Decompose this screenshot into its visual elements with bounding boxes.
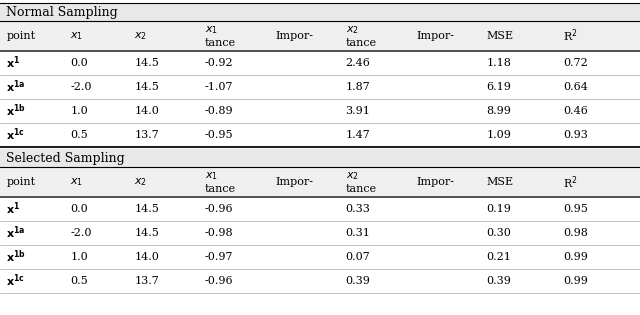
Text: MSE: MSE <box>486 177 513 187</box>
Text: 0.39: 0.39 <box>486 276 511 286</box>
Text: -0.97: -0.97 <box>205 252 234 262</box>
Text: -2.0: -2.0 <box>70 82 92 92</box>
Text: point: point <box>6 31 36 41</box>
Text: 0.0: 0.0 <box>70 204 88 214</box>
Text: 13.7: 13.7 <box>134 130 159 140</box>
Text: 14.5: 14.5 <box>134 82 159 92</box>
Text: Impor-: Impor- <box>416 31 454 41</box>
Text: 0.0: 0.0 <box>70 58 88 68</box>
Text: 0.95: 0.95 <box>563 204 588 214</box>
Text: 0.31: 0.31 <box>346 228 371 238</box>
Text: Impor-: Impor- <box>275 31 313 41</box>
Text: $x_2$: $x_2$ <box>134 30 147 42</box>
Text: $x_2$: $x_2$ <box>346 24 358 36</box>
Text: Selected Sampling: Selected Sampling <box>6 152 125 165</box>
Text: 0.99: 0.99 <box>563 276 588 286</box>
Text: Impor-: Impor- <box>275 177 313 187</box>
Text: Impor-: Impor- <box>416 177 454 187</box>
Text: $\mathbf{x}^{\mathbf{1a}}$: $\mathbf{x}^{\mathbf{1a}}$ <box>6 79 26 95</box>
Text: -0.96: -0.96 <box>205 276 234 286</box>
Text: 0.21: 0.21 <box>486 252 511 262</box>
Text: 0.33: 0.33 <box>346 204 371 214</box>
Text: $x_1$: $x_1$ <box>70 30 83 42</box>
Text: R$^2$: R$^2$ <box>563 174 578 191</box>
Text: 1.09: 1.09 <box>486 130 511 140</box>
Text: tance: tance <box>205 38 236 48</box>
Text: 1.87: 1.87 <box>346 82 371 92</box>
Text: -0.95: -0.95 <box>205 130 234 140</box>
Text: -0.96: -0.96 <box>205 204 234 214</box>
Text: $x_1$: $x_1$ <box>205 170 218 182</box>
Text: 14.5: 14.5 <box>134 58 159 68</box>
Text: 8.99: 8.99 <box>486 106 511 116</box>
Text: $\mathbf{x}^{\mathbf{1a}}$: $\mathbf{x}^{\mathbf{1a}}$ <box>6 225 26 241</box>
Text: -0.92: -0.92 <box>205 58 234 68</box>
Text: $x_1$: $x_1$ <box>205 24 218 36</box>
Text: 0.5: 0.5 <box>70 276 88 286</box>
Text: 0.98: 0.98 <box>563 228 588 238</box>
Text: 0.5: 0.5 <box>70 130 88 140</box>
Text: tance: tance <box>346 184 377 194</box>
Text: $\mathbf{x}^{\mathbf{1c}}$: $\mathbf{x}^{\mathbf{1c}}$ <box>6 127 25 143</box>
Text: 1.18: 1.18 <box>486 58 511 68</box>
Text: R$^2$: R$^2$ <box>563 28 578 44</box>
Text: 2.46: 2.46 <box>346 58 371 68</box>
Text: 14.0: 14.0 <box>134 252 159 262</box>
Text: -1.07: -1.07 <box>205 82 234 92</box>
Text: 1.47: 1.47 <box>346 130 371 140</box>
Text: 0.93: 0.93 <box>563 130 588 140</box>
Text: $x_2$: $x_2$ <box>346 170 358 182</box>
Text: $\mathbf{x}^{\mathbf{1c}}$: $\mathbf{x}^{\mathbf{1c}}$ <box>6 273 25 289</box>
Text: tance: tance <box>346 38 377 48</box>
Text: MSE: MSE <box>486 31 513 41</box>
Text: $\mathbf{x}^{\mathbf{1}}$: $\mathbf{x}^{\mathbf{1}}$ <box>6 201 20 217</box>
Text: 1.0: 1.0 <box>70 106 88 116</box>
Text: tance: tance <box>205 184 236 194</box>
Text: 0.39: 0.39 <box>346 276 371 286</box>
Text: 0.19: 0.19 <box>486 204 511 214</box>
Text: 14.5: 14.5 <box>134 228 159 238</box>
Text: $\mathbf{x}^{\mathbf{1b}}$: $\mathbf{x}^{\mathbf{1b}}$ <box>6 103 26 119</box>
Text: 0.07: 0.07 <box>346 252 371 262</box>
Text: $x_1$: $x_1$ <box>70 176 83 188</box>
Text: -2.0: -2.0 <box>70 228 92 238</box>
Text: point: point <box>6 177 36 187</box>
Text: 14.0: 14.0 <box>134 106 159 116</box>
Text: 6.19: 6.19 <box>486 82 511 92</box>
Text: $\mathbf{x}^{\mathbf{1b}}$: $\mathbf{x}^{\mathbf{1b}}$ <box>6 249 26 265</box>
Text: 0.30: 0.30 <box>486 228 511 238</box>
Text: 0.72: 0.72 <box>563 58 588 68</box>
Text: -0.89: -0.89 <box>205 106 234 116</box>
Text: $\mathbf{x}^{\mathbf{1}}$: $\mathbf{x}^{\mathbf{1}}$ <box>6 55 20 71</box>
Text: 0.64: 0.64 <box>563 82 588 92</box>
Text: $x_2$: $x_2$ <box>134 176 147 188</box>
Text: -0.98: -0.98 <box>205 228 234 238</box>
Text: 0.46: 0.46 <box>563 106 588 116</box>
Text: 0.99: 0.99 <box>563 252 588 262</box>
Text: 1.0: 1.0 <box>70 252 88 262</box>
Text: Normal Sampling: Normal Sampling <box>6 6 118 19</box>
Text: 3.91: 3.91 <box>346 106 371 116</box>
Text: 13.7: 13.7 <box>134 276 159 286</box>
Text: 14.5: 14.5 <box>134 204 159 214</box>
